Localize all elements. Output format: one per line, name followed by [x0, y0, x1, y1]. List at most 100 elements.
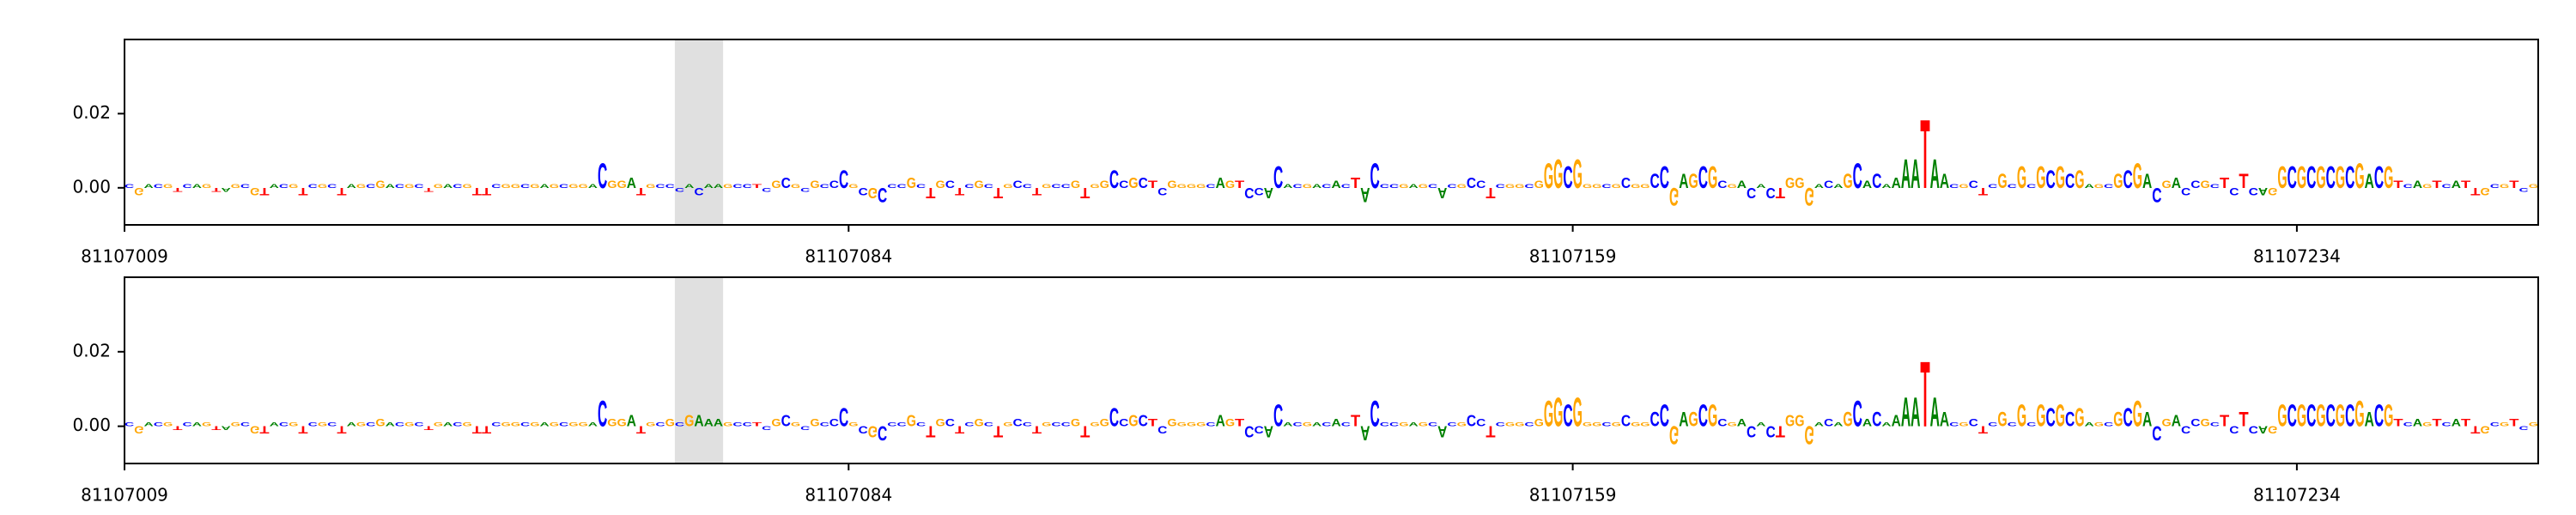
nucleotide: C [2306, 160, 2316, 194]
nucleotide: A [2172, 413, 2181, 430]
nucleotide: G [1728, 421, 1737, 427]
nucleotide: G [2500, 183, 2509, 189]
nucleotide: A [443, 421, 453, 427]
nucleotide: A [2451, 417, 2462, 428]
nucleotide: A [143, 421, 154, 427]
nucleotide: A [1408, 421, 1419, 427]
nucleotide: G [1003, 183, 1012, 189]
nucleotide: G [1534, 179, 1544, 190]
nucleotide: C [2374, 398, 2384, 433]
nucleotide: C [2026, 183, 2037, 189]
x-tick-label: 81107009 [81, 246, 168, 267]
nucleotide: C [887, 421, 897, 427]
nucleotide: T [2220, 174, 2229, 191]
nucleotide: T [2461, 417, 2470, 428]
nucleotide: C [559, 183, 569, 189]
nucleotide: T [752, 421, 762, 427]
nucleotide: A [1437, 184, 1447, 201]
nucleotide: T [2432, 179, 2441, 190]
nucleotide: C [1717, 417, 1728, 428]
nucleotide: G [1419, 421, 1428, 427]
nucleotide: G [2200, 179, 2209, 190]
nucleotide: C [366, 183, 376, 189]
nucleotide: C [279, 183, 289, 189]
nucleotide: A [221, 186, 231, 192]
nucleotide: C [1023, 421, 1033, 427]
nucleotide: C [2519, 186, 2530, 192]
nucleotide: C [887, 183, 897, 189]
nucleotide: G [1505, 421, 1515, 427]
nucleotide: A [627, 174, 636, 191]
nucleotide: G [2481, 423, 2490, 434]
nucleotide: C [2374, 160, 2384, 194]
nucleotide: C [1206, 421, 1216, 427]
nucleotide: A [2258, 423, 2269, 434]
nucleotide: T [926, 184, 935, 201]
nucleotide: C [598, 155, 607, 197]
nucleotide: T [259, 185, 269, 197]
nucleotide: C [240, 421, 251, 427]
x-tick-label: 81107159 [1529, 485, 1617, 506]
nucleotide: G [434, 421, 443, 427]
nucleotide: C [945, 179, 956, 190]
nucleotide: C [559, 421, 569, 427]
nucleotide: C [655, 421, 665, 427]
nucleotide: G [1457, 183, 1467, 189]
nucleotide: C [520, 421, 531, 427]
nucleotide: G [1071, 179, 1080, 190]
nucleotide: C [491, 183, 501, 189]
nucleotide: G [1167, 417, 1176, 428]
nucleotide: C [1496, 421, 1506, 427]
nucleotide: C [762, 425, 772, 431]
nucleotide: T [1351, 174, 1360, 191]
nucleotide: G [907, 174, 916, 191]
nucleotide: C [1157, 185, 1168, 197]
nucleotide: G [1515, 421, 1524, 427]
nucleotide: G [607, 417, 617, 428]
nucleotide: G [2036, 398, 2045, 433]
x-tick-label: 81107159 [1529, 246, 1617, 267]
nucleotide: C [1496, 183, 1506, 189]
nucleotide: T [482, 185, 491, 197]
nucleotide: C [916, 421, 927, 427]
nucleotide: C [414, 183, 424, 189]
nucleotide: G [791, 421, 800, 427]
nucleotide: C [2519, 425, 2530, 431]
nucleotide: G [2268, 185, 2277, 197]
nucleotide: G [1196, 421, 1206, 427]
nucleotide: C [1139, 413, 1148, 430]
nucleotide: C [2326, 398, 2336, 433]
nucleotide: A [714, 183, 724, 189]
nucleotide: G [2161, 417, 2171, 428]
nucleotide: T [636, 423, 646, 434]
nucleotide: G [1225, 179, 1235, 190]
nucleotide: C [1717, 179, 1728, 190]
nucleotide: G [1187, 183, 1196, 189]
nucleotide: T [2239, 169, 2249, 192]
nucleotide: A [1930, 390, 1940, 436]
nucleotide: G [231, 421, 240, 427]
nucleotide: C [732, 183, 743, 189]
nucleotide: G [646, 183, 655, 189]
nucleotide: A [386, 421, 396, 427]
nucleotide: G [318, 421, 327, 427]
nucleotide: G [463, 183, 472, 189]
nucleotide: T [955, 423, 964, 434]
nucleotide: A [2451, 179, 2462, 190]
nucleotide: G [1795, 413, 1804, 430]
nucleotide: C [2123, 164, 2133, 193]
nucleotide: G [2481, 185, 2490, 197]
nucleotide: G [723, 183, 732, 189]
nucleotide: C [675, 421, 685, 427]
y-tick-label: 0.02 [72, 102, 111, 123]
nucleotide: G [2422, 421, 2432, 427]
nucleotide: C [2210, 183, 2221, 189]
nucleotide: T [993, 422, 1004, 439]
nucleotide: C [1061, 183, 1072, 189]
nucleotide: A [1679, 169, 1689, 192]
nucleotide: C [800, 425, 811, 431]
nucleotide: T [993, 184, 1003, 201]
nucleotide: C [1872, 169, 1882, 192]
